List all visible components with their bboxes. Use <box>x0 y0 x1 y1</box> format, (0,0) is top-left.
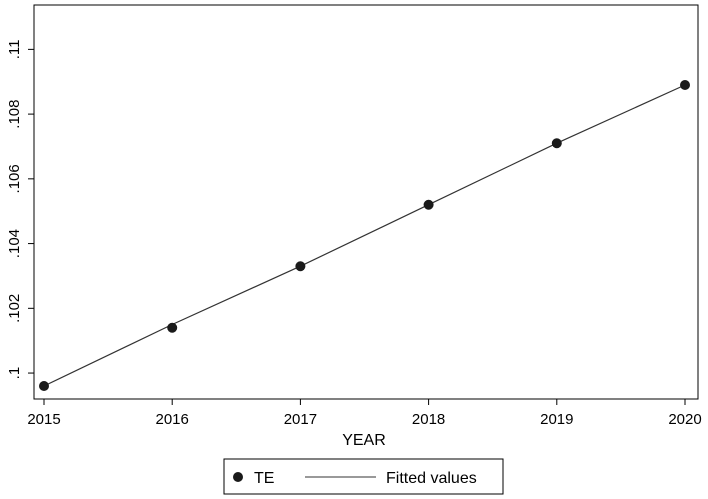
te-point <box>39 381 49 391</box>
plot-frame <box>33 4 699 400</box>
legend-label-fitted: Fitted values <box>386 470 477 487</box>
y-tick-label: .1 <box>6 367 23 380</box>
x-tick-label: 2018 <box>412 411 445 428</box>
x-tick-label: 2017 <box>284 411 317 428</box>
te-point <box>295 261 306 272</box>
x-tick-label: 2020 <box>668 411 701 428</box>
legend-label-te: TE <box>254 470 274 487</box>
legend-marker-te <box>233 472 243 482</box>
series-layer <box>39 79 690 391</box>
y-tick-label: .106 <box>6 164 23 193</box>
te-point <box>423 199 434 210</box>
y-axis: .1 .102 .104 .106 .108 .11 <box>6 39 34 379</box>
y-tick-label: .11 <box>6 39 23 59</box>
x-axis: 2015 2016 2017 2018 2019 2020 <box>27 399 702 428</box>
fitted-values-line <box>43 84 686 387</box>
x-axis-title: YEAR <box>342 432 386 449</box>
te-point <box>680 79 690 90</box>
te-point <box>167 322 178 333</box>
x-tick-label: 2019 <box>540 411 573 428</box>
y-tick-label: .102 <box>6 294 23 323</box>
plot-area <box>33 4 699 400</box>
y-tick-label: .104 <box>6 229 23 258</box>
x-tick-label: 2015 <box>27 411 60 428</box>
y-tick-label: .108 <box>6 100 23 129</box>
legend: TE Fitted values <box>223 458 504 495</box>
te-point <box>551 138 562 149</box>
x-tick-label: 2016 <box>156 411 189 428</box>
